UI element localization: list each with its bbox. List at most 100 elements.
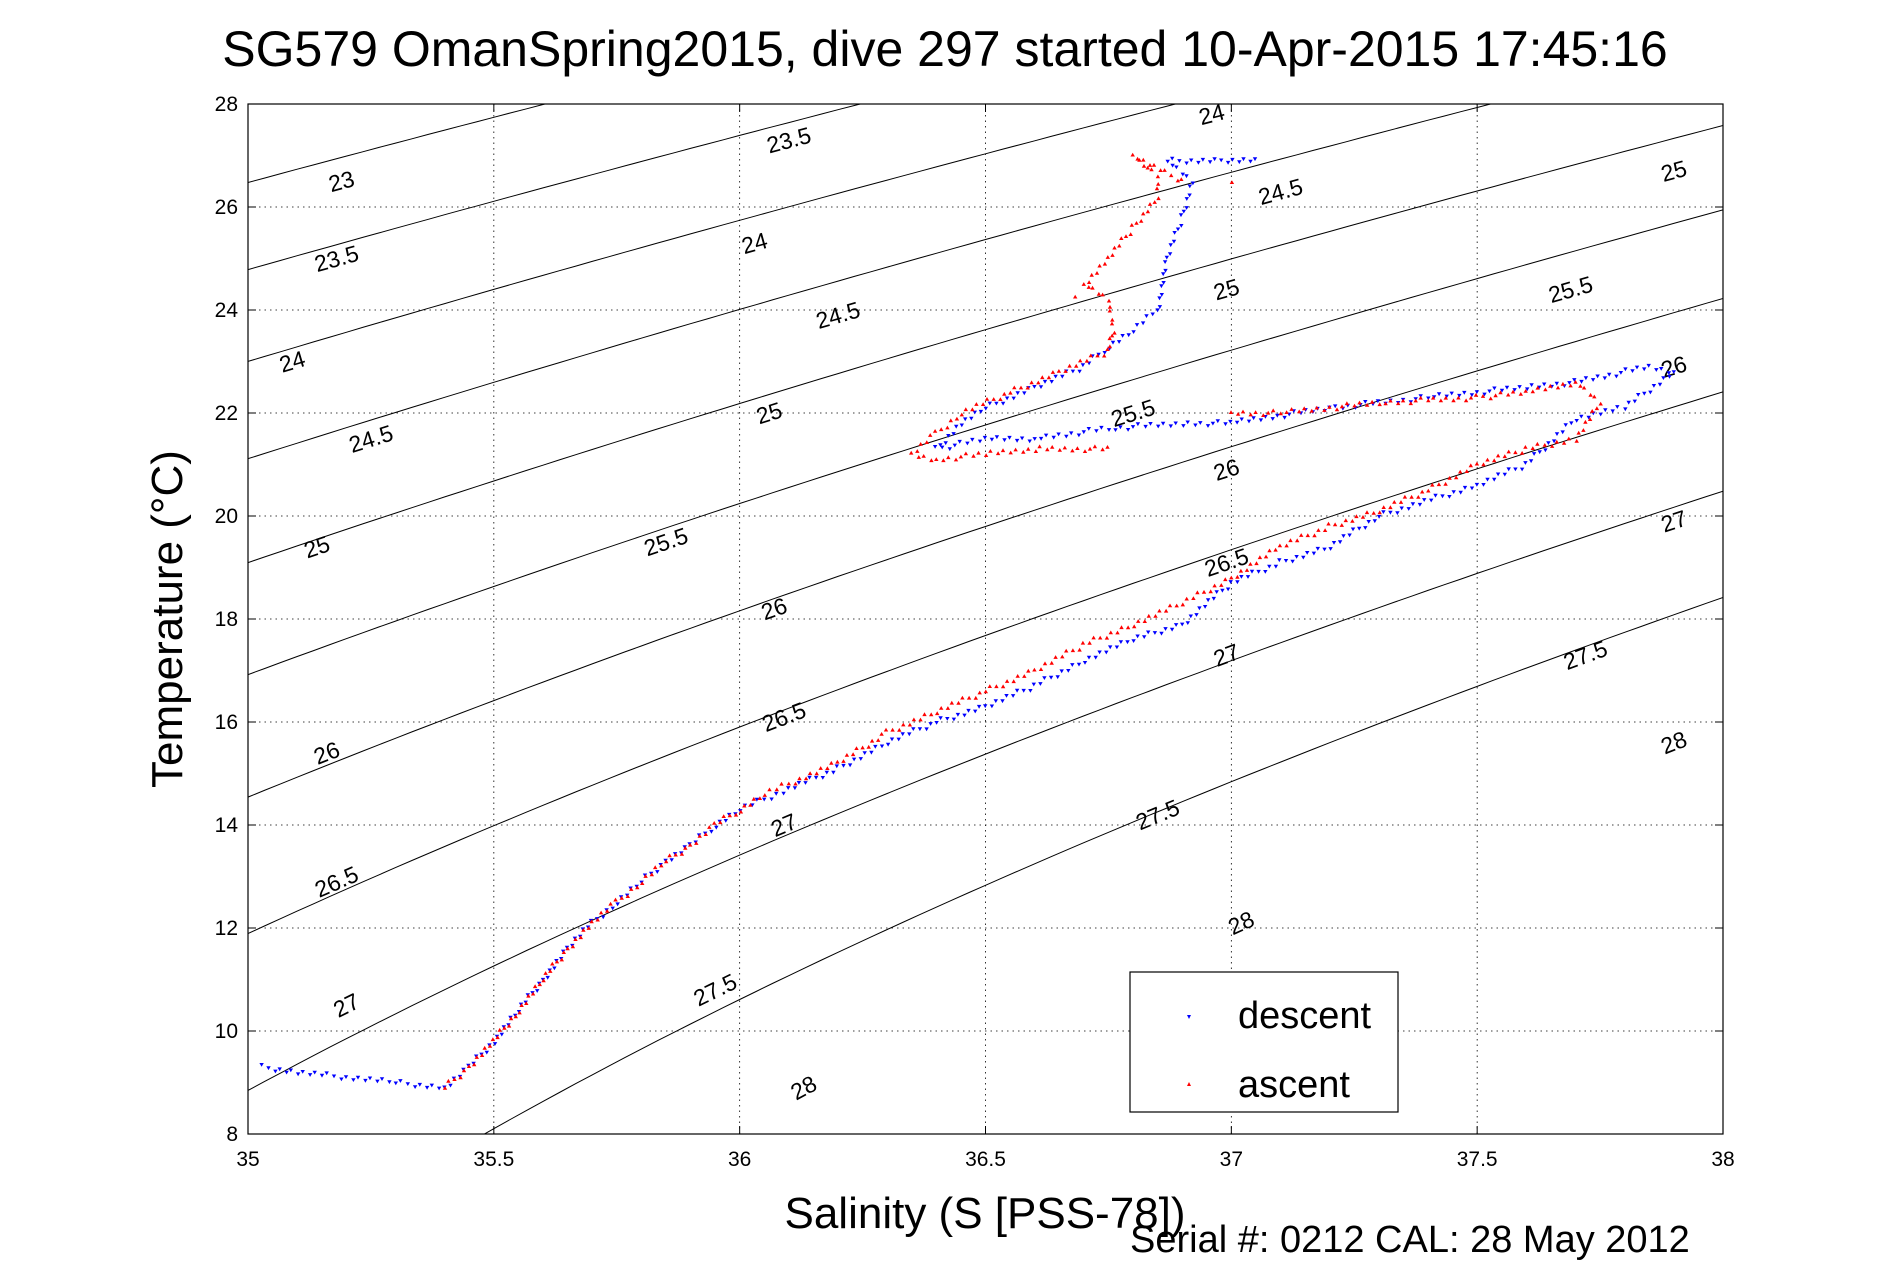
legend-box bbox=[1129, 971, 1399, 1113]
y-tick-label: 22 bbox=[215, 402, 238, 425]
ascent-point bbox=[1000, 684, 1006, 689]
descent-point bbox=[1184, 197, 1189, 201]
ascent-point bbox=[1158, 168, 1163, 172]
descent-point bbox=[1504, 385, 1510, 390]
ascent-point bbox=[1566, 436, 1571, 441]
descent-point bbox=[869, 750, 874, 755]
descent-point bbox=[1225, 160, 1231, 165]
ascent-point bbox=[1254, 561, 1259, 566]
descent-point bbox=[424, 1085, 430, 1090]
descent-point bbox=[900, 732, 905, 737]
ascent-point bbox=[513, 1014, 518, 1019]
ascent-point bbox=[1568, 383, 1573, 388]
descent-point bbox=[1202, 605, 1208, 609]
ascent-point bbox=[1119, 625, 1124, 630]
descent-point bbox=[969, 416, 974, 421]
descent-point bbox=[945, 717, 950, 721]
x-axis-label: Salinity (S [PSS-78]) bbox=[784, 1189, 1185, 1238]
ascent-point bbox=[983, 453, 989, 457]
ascent-point bbox=[581, 928, 586, 932]
ascent-point bbox=[1100, 447, 1105, 452]
descent-point bbox=[552, 966, 557, 971]
ascent-point bbox=[1587, 417, 1593, 421]
descent-point bbox=[723, 819, 728, 823]
descent-point bbox=[277, 1067, 282, 1072]
ascent-point bbox=[548, 969, 553, 973]
descent-point bbox=[1251, 416, 1256, 421]
ascent-point bbox=[1474, 461, 1480, 466]
ascent-point bbox=[922, 712, 927, 717]
ascent-point bbox=[1350, 519, 1355, 523]
ascent-point bbox=[1049, 660, 1054, 665]
descent-point bbox=[375, 1079, 380, 1084]
ascent-point bbox=[1141, 157, 1146, 162]
descent-point bbox=[1178, 213, 1184, 218]
ascent-point bbox=[890, 727, 895, 732]
descent-point bbox=[1372, 519, 1377, 524]
ascent-point bbox=[803, 776, 809, 781]
ascent-point bbox=[1073, 294, 1078, 299]
descent-point bbox=[1093, 655, 1098, 660]
descent-point bbox=[1531, 452, 1537, 456]
ascent-point bbox=[1271, 408, 1276, 413]
descent-point bbox=[1331, 541, 1337, 545]
ascent-point bbox=[1560, 381, 1566, 386]
descent-point bbox=[1375, 399, 1381, 404]
descent-point bbox=[907, 732, 912, 737]
ascent-point bbox=[1018, 385, 1024, 390]
ascent-point bbox=[1488, 396, 1493, 401]
density-contour-line bbox=[248, 298, 1723, 798]
descent-point bbox=[1426, 396, 1431, 401]
descent-point bbox=[917, 727, 923, 732]
descent-point bbox=[1517, 385, 1522, 389]
ascent-point bbox=[948, 418, 953, 423]
ascent-point bbox=[1011, 679, 1016, 684]
ascent-point bbox=[924, 440, 929, 444]
ascent-point bbox=[586, 926, 591, 930]
descent-point bbox=[331, 1074, 337, 1079]
ascent-point bbox=[1506, 392, 1511, 397]
ascent-point bbox=[1261, 413, 1266, 417]
descent-point bbox=[1554, 432, 1560, 436]
ascent-point bbox=[1119, 236, 1124, 240]
ascent-point bbox=[1154, 186, 1160, 191]
ascent-point bbox=[1554, 439, 1559, 444]
ascent-point bbox=[1174, 603, 1179, 608]
descent-point bbox=[1481, 483, 1486, 487]
ascent-point bbox=[748, 803, 753, 807]
ascent-point bbox=[1149, 167, 1154, 172]
data-points bbox=[259, 152, 1676, 1091]
descent-point bbox=[1388, 510, 1393, 515]
descent-point bbox=[1235, 580, 1240, 585]
ascent-point bbox=[1080, 640, 1086, 645]
ascent-point bbox=[1025, 385, 1030, 390]
ascent-point bbox=[1408, 401, 1413, 406]
ascent-point bbox=[1451, 398, 1456, 403]
ascent-point bbox=[1576, 430, 1581, 435]
ascent-point bbox=[1416, 495, 1421, 499]
descent-point bbox=[858, 757, 863, 761]
descent-point bbox=[1184, 174, 1189, 179]
descent-point bbox=[1118, 425, 1123, 430]
ascent-point bbox=[921, 454, 926, 458]
ascent-point bbox=[1530, 446, 1535, 450]
ascent-point bbox=[988, 449, 993, 453]
ascent-point bbox=[1543, 387, 1548, 392]
ascent-point bbox=[876, 738, 881, 742]
descent-point bbox=[1190, 181, 1196, 186]
descent-point bbox=[379, 1077, 385, 1081]
ascent-point bbox=[479, 1053, 485, 1057]
ascent-point bbox=[1443, 395, 1448, 400]
ascent-point bbox=[1535, 385, 1540, 390]
ascent-point bbox=[1029, 380, 1034, 385]
ascent-point bbox=[1322, 408, 1327, 412]
descent-point bbox=[786, 786, 791, 790]
ascent-point bbox=[565, 946, 570, 951]
descent-point bbox=[807, 775, 812, 780]
descent-point bbox=[1081, 430, 1086, 435]
descent-point bbox=[273, 1069, 278, 1074]
ascent-point bbox=[742, 803, 747, 808]
descent-point bbox=[1381, 510, 1386, 514]
ascent-point bbox=[1097, 263, 1102, 268]
descent-point bbox=[1156, 424, 1161, 429]
